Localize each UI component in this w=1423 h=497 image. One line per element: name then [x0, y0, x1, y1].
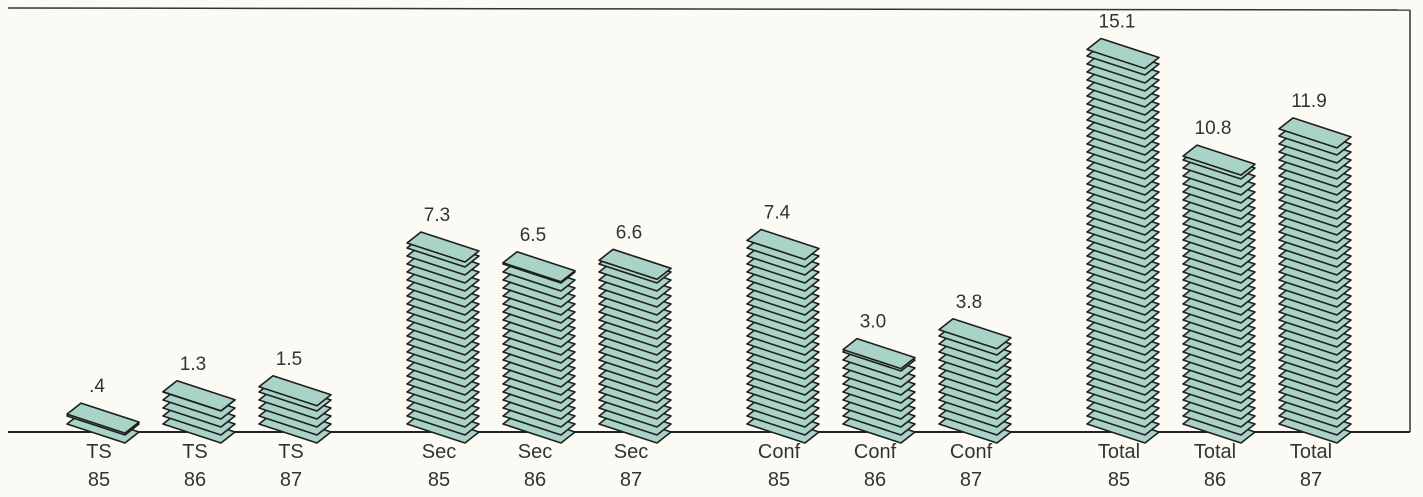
bar-stack [1086, 37, 1160, 444]
bar-stack [842, 337, 916, 444]
bar-stack [938, 317, 1012, 444]
paper-sheet [938, 317, 1012, 350]
category-label: TS 86 [182, 441, 208, 491]
value-label: 15.1 [1099, 12, 1136, 33]
paper-sheet [598, 248, 672, 281]
frame-top [7, 7, 1411, 11]
category-label: Total 87 [1289, 441, 1333, 491]
paper-sheet [258, 374, 332, 407]
paper-sheet [162, 379, 236, 412]
bar-stack [1278, 117, 1352, 444]
bar-stack [502, 251, 576, 444]
paper-sheet [502, 251, 576, 283]
category-label: Total 85 [1097, 441, 1141, 491]
category-label: TS 85 [86, 441, 112, 491]
category-label: Conf 85 [757, 441, 801, 491]
value-label: 6.5 [520, 225, 546, 246]
paper-sheet [842, 337, 916, 370]
paper-sheet [406, 231, 480, 263]
value-label: 7.4 [764, 202, 791, 223]
bar-stack [746, 228, 820, 444]
value-label: 1.5 [276, 349, 302, 370]
value-label: 11.9 [1291, 91, 1327, 112]
value-label: 6.6 [616, 222, 642, 243]
category-label: Sec 85 [421, 441, 457, 491]
category-label: Conf 86 [853, 441, 897, 491]
category-label: Sec 87 [613, 441, 649, 491]
bar-stack [1182, 144, 1256, 444]
bar-stack [406, 231, 480, 444]
value-label: 3.8 [956, 292, 982, 313]
value-label: 10.8 [1195, 118, 1232, 139]
category-label: Sec 86 [517, 441, 553, 491]
paper-sheet [746, 228, 820, 261]
value-label: .4 [89, 376, 105, 397]
value-label: 1.3 [180, 354, 206, 375]
value-label: 3.0 [860, 312, 886, 333]
category-label: TS 87 [278, 441, 304, 491]
paper-sheet [1278, 117, 1352, 149]
value-label: 7.3 [424, 205, 450, 226]
category-label: Total 86 [1193, 441, 1237, 491]
bar-stack [598, 248, 672, 444]
bar-stack [162, 379, 236, 444]
category-label: Conf 87 [949, 441, 993, 491]
bar-stack [66, 402, 140, 444]
paper-sheet [1086, 37, 1160, 70]
paper-sheet [66, 402, 140, 434]
bar-stack [258, 374, 332, 444]
paper-sheet [1182, 144, 1256, 176]
